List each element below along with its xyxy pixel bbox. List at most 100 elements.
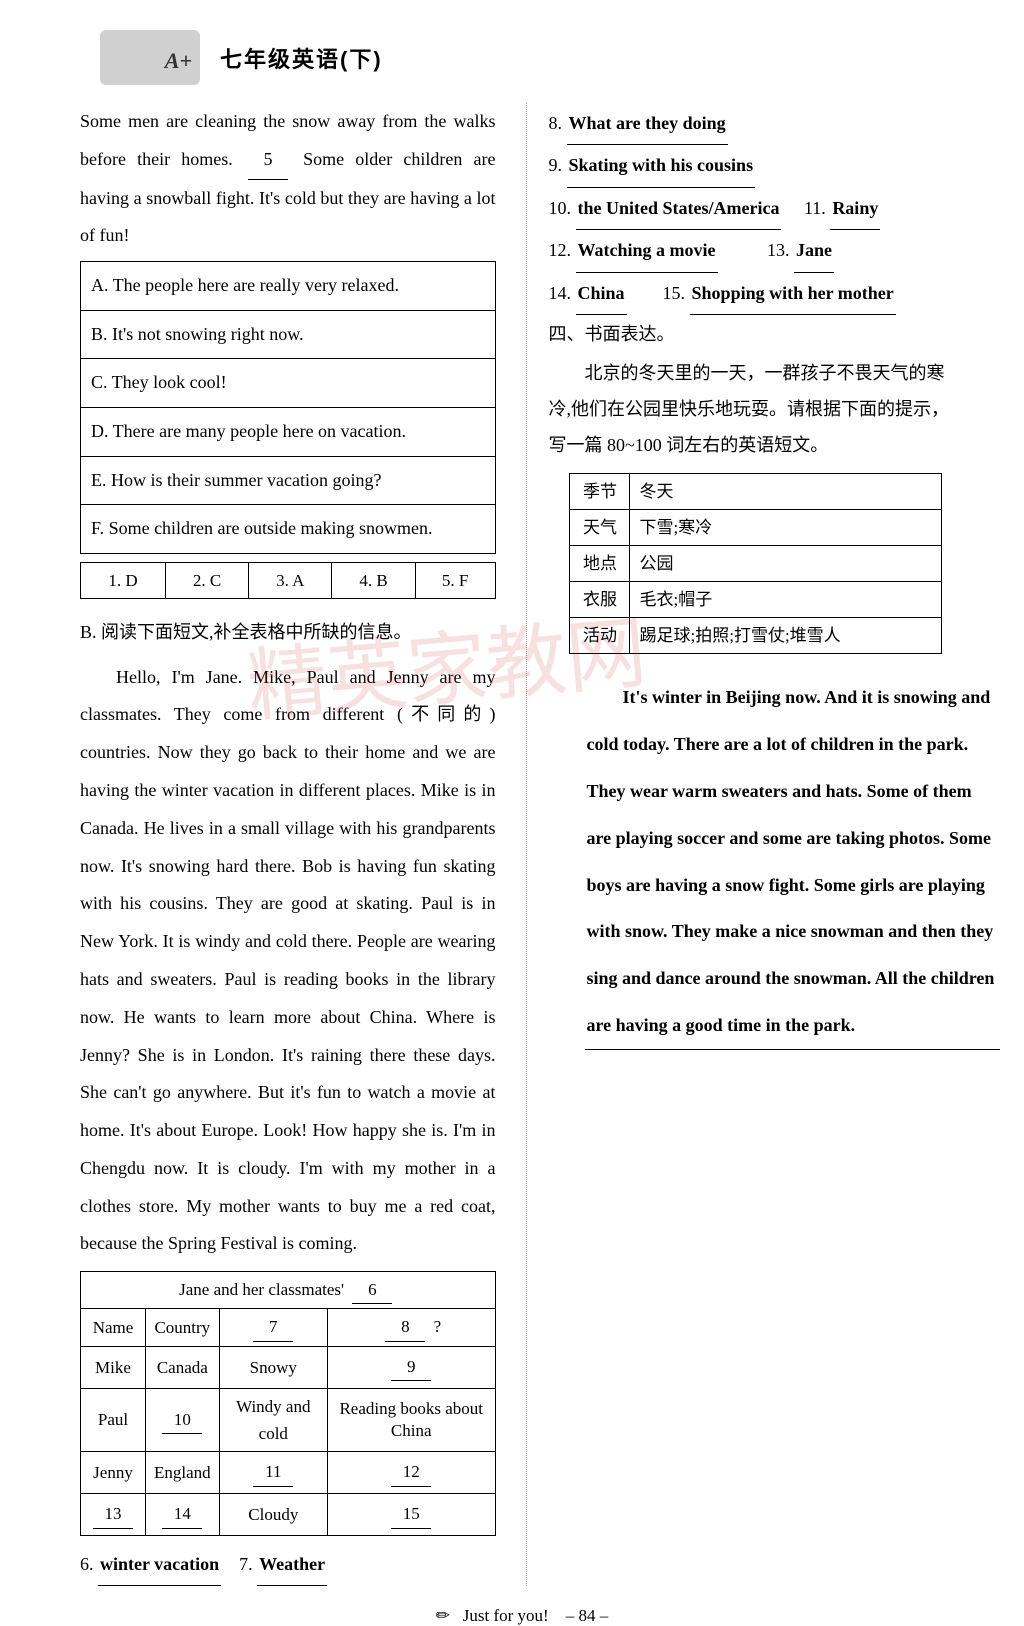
ans7-num: 7. [239,1554,253,1574]
answers-table-1: 1. D 2. C 3. A 4. B 5. F [80,562,496,599]
blank-8: 8 [385,1313,425,1341]
ans-num: 14. [549,283,572,303]
writing-prompt: 北京的冬天里的一天，一群孩子不畏天气的寒冷,他们在公园里快乐地玩耍。请根据下面的… [549,355,965,463]
cell: Mike [81,1346,146,1388]
logo-icon [100,30,200,85]
blank-12: 12 [391,1458,431,1486]
page-footer: ✏ Just for you! – 84 – [80,1606,964,1626]
th-name: Name [81,1309,146,1346]
answer-cell: 5. F [415,562,495,598]
ans-text: Skating with his cousins [567,145,756,187]
cell: 12 [327,1452,495,1494]
info-k: 衣服 [569,582,629,618]
blank-13: 13 [93,1500,133,1528]
cell: 14 [146,1494,220,1536]
cell: Windy and cold [219,1388,327,1451]
info-v: 公园 [629,545,942,581]
cell: Canada [146,1346,220,1388]
ans-num: 15. [663,283,686,303]
cell: Paul [81,1388,146,1451]
section-b-heading: B. 阅读下面短文,补全表格中所缺的信息。 [80,613,496,653]
blank-10: 10 [162,1406,202,1434]
ans12-13-line: 12. Watching a movie 13. Jane [549,230,965,272]
ans-text: Jane [794,230,834,272]
option-e: E. How is their summer vacation going? [81,457,495,506]
table-title-pre: Jane and her classmates' [179,1280,344,1299]
essay-text: It's winter in Beijing now. And it is sn… [585,674,1001,1049]
th-blank7: 7 [219,1309,327,1346]
cell: 11 [219,1452,327,1494]
bottom-answers: 6. winter vacation 7. Weather [80,1544,496,1586]
info-k: 季节 [569,473,629,509]
option-a: A. The people here are really very relax… [81,262,495,311]
info-table: 季节冬天 天气下雪;寒冷 地点公园 衣服毛衣;帽子 活动踢足球;拍照;打雪仗;堆… [569,473,943,655]
ans-text: Shopping with her mother [690,273,896,315]
info-v: 踢足球;拍照;打雪仗;堆雪人 [629,618,942,654]
blank-11: 11 [253,1458,293,1486]
essay-answer: It's winter in Beijing now. And it is sn… [549,674,965,1049]
passage-2: Hello, I'm Jane. Mike, Paul and Jenny ar… [80,659,496,1264]
ans-num: 13. [767,240,790,260]
option-c: C. They look cool! [81,359,495,408]
section-4-heading: 四、书面表达。 [549,315,965,355]
ans-num: 12. [549,240,572,260]
ans6: winter vacation [98,1544,221,1586]
option-b: B. It's not snowing right now. [81,311,495,360]
ans-text: China [576,273,627,315]
blank-7: 7 [253,1313,293,1341]
cell: Jenny [81,1452,146,1494]
info-k: 活动 [569,618,629,654]
info-v: 冬天 [629,473,942,509]
answer-cell: 1. D [81,562,166,598]
ans-num: 10. [549,198,572,218]
info-v: 毛衣;帽子 [629,582,942,618]
cell: 15 [327,1494,495,1536]
options-box: A. The people here are really very relax… [80,261,496,554]
th-blank8: 8 ? [327,1309,495,1346]
cell: 9 [327,1346,495,1388]
footer-text: Just for you! [463,1606,549,1625]
answer-cell: 2. C [165,562,248,598]
classmates-table: Jane and her classmates' 6 Name Country … [80,1271,496,1536]
passage-1: Some men are cleaning the snow away from… [80,103,496,255]
ans-text: Rainy [830,188,880,230]
option-f: F. Some children are outside making snow… [81,505,495,553]
cell: Reading books about China [327,1388,495,1451]
cell: Cloudy [219,1494,327,1536]
left-column: Some men are cleaning the snow away from… [80,103,496,1586]
info-v: 下雪;寒冷 [629,509,942,545]
table-title: Jane and her classmates' 6 [81,1272,496,1309]
blank-14: 14 [162,1500,202,1528]
ans8-line: 8. What are they doing [549,103,965,145]
answer-cell: 4. B [332,562,415,598]
answer-cell: 3. A [249,562,332,598]
ans10-11-line: 10. the United States/America 11. Rainy [549,188,965,230]
table-title-blank: 6 [352,1276,392,1304]
ans6-num: 6. [80,1554,94,1574]
ans-num: 11. [804,198,826,218]
ans14-15-line: 14. China 15. Shopping with her mother [549,273,965,315]
cell: 13 [81,1494,146,1536]
page-header: 七年级英语(下) [80,30,964,85]
footer-icon: ✏ [436,1606,450,1625]
ans7: Weather [257,1544,327,1586]
cell: 10 [146,1388,220,1451]
ans-text: the United States/America [576,188,782,230]
blank-9: 9 [391,1353,431,1381]
page-title: 七年级英语(下) [220,42,383,74]
info-k: 天气 [569,509,629,545]
ans9-line: 9. Skating with his cousins [549,145,965,187]
ans-text: Watching a movie [576,230,718,272]
ans-text: What are they doing [567,103,728,145]
ans-num: 9. [549,155,563,175]
blank-15: 15 [391,1500,431,1528]
th-country: Country [146,1309,220,1346]
option-d: D. There are many people here on vacatio… [81,408,495,457]
blank-5: 5 [248,141,288,180]
ans-num: 8. [549,113,563,133]
info-k: 地点 [569,545,629,581]
cell: England [146,1452,220,1494]
page-number: – 84 – [566,1606,609,1625]
right-column: 精英家教网 8. What are they doing 9. Skating … [526,103,965,1586]
cell: Snowy [219,1346,327,1388]
